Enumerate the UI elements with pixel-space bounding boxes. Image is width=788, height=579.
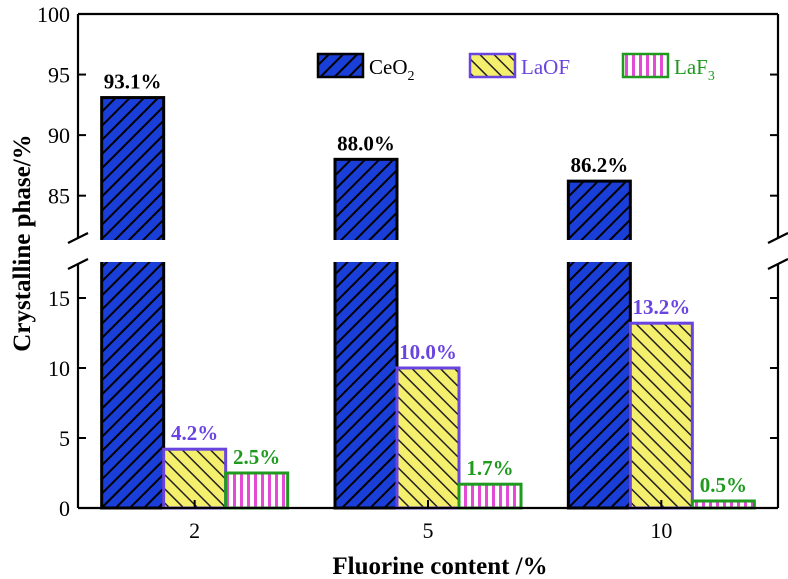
data-label-laof-5: 10.0%: [399, 340, 457, 364]
y-tick-label-15: 15: [48, 286, 70, 311]
y-axis-title: Crystalline phase/%: [9, 134, 36, 351]
x-tick-label-10: 10: [650, 518, 672, 543]
y-tick-label-90: 90: [48, 123, 70, 148]
bar-ceo2-10: [566, 179, 632, 510]
data-label-laf3-5: 1.7%: [466, 456, 513, 480]
legend: CeO2 LaOF LaF3: [316, 52, 715, 84]
legend-swatch-laf3: [621, 52, 670, 79]
legend-swatch-ceo2: [316, 52, 365, 79]
y-tick-label-95: 95: [48, 63, 70, 88]
data-label-laof-2: 4.2%: [171, 421, 218, 445]
y-tick-label-5: 5: [59, 426, 70, 451]
legend-label-ceo2: CeO2: [369, 55, 415, 84]
data-label-ceo2-5: 88.0%: [337, 131, 395, 155]
y-tick-label-85: 85: [48, 184, 70, 209]
x-tick-label-5: 5: [423, 518, 434, 543]
bar-laof-5: [395, 366, 461, 510]
bar-ceo2-2: [100, 96, 166, 510]
axes-layer: 2 5 10 85 90 95 100 0 5 10 15: [37, 2, 788, 543]
y-tick-label-10: 10: [48, 356, 70, 381]
bar-laf3-2: [224, 471, 290, 510]
bars-layer: [100, 96, 756, 510]
data-label-ceo2-10: 86.2%: [570, 153, 628, 177]
data-label-ceo2-2: 93.1%: [104, 70, 162, 94]
legend-swatch-laof: [468, 52, 517, 79]
x-axis-title: Fluorine content /%: [332, 553, 547, 579]
legend-label-laf3: LaF3: [674, 55, 715, 84]
bar-ceo2-5: [333, 157, 399, 510]
data-label-laf3-10: 0.5%: [700, 473, 747, 497]
data-label-laf3-2: 2.5%: [233, 445, 280, 469]
x-tick-label-2: 2: [189, 518, 200, 543]
y-tick-label-100: 100: [37, 2, 70, 27]
y-tick-label-0: 0: [59, 496, 70, 521]
bar-laf3-5: [457, 482, 523, 510]
legend-label-laof: LaOF: [521, 55, 570, 79]
bar-laof-2: [162, 447, 228, 510]
bar-laof-10: [628, 321, 694, 510]
data-labels-layer: 93.1% 4.2% 2.5% 88.0% 10.0% 1.7% 86.2% 13.2% 0.5…: [104, 70, 747, 497]
data-label-laof-10: 13.2%: [632, 295, 690, 319]
